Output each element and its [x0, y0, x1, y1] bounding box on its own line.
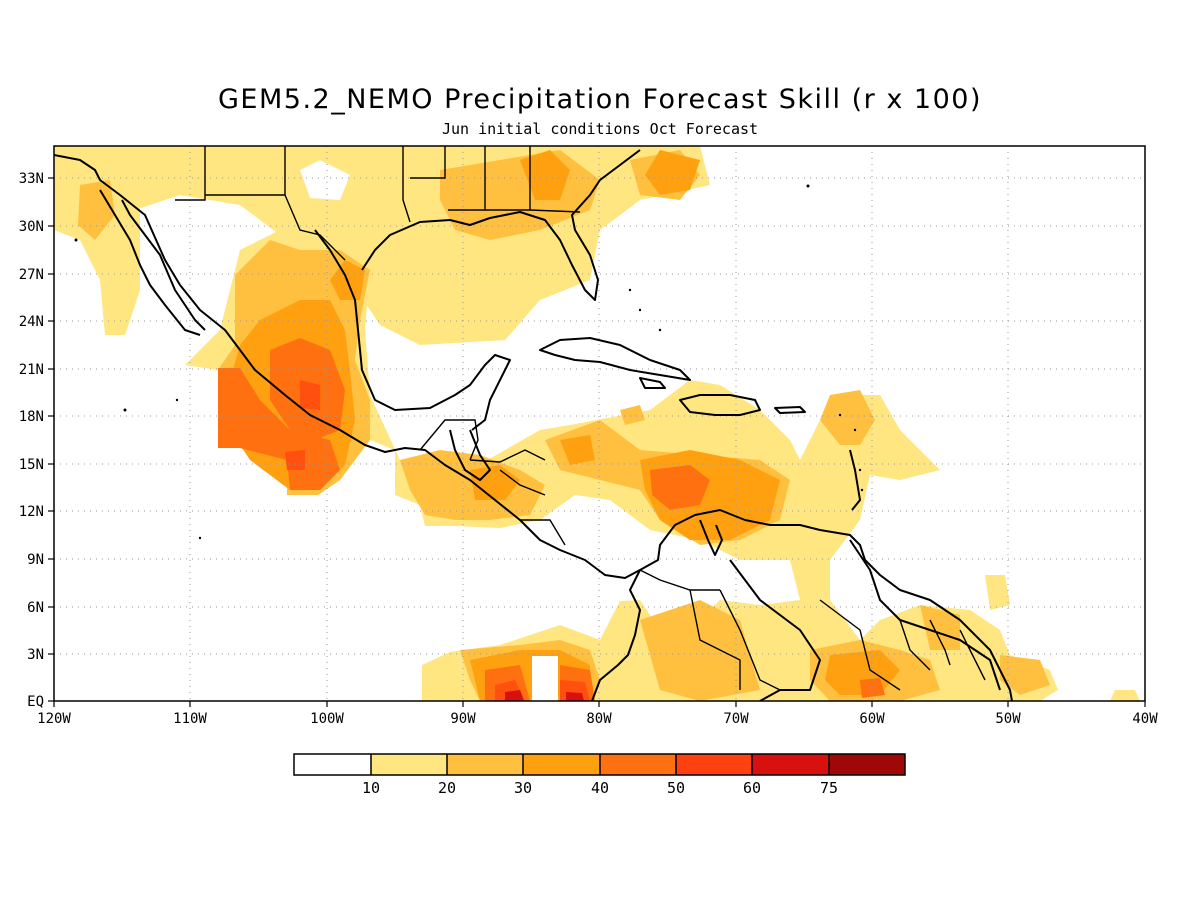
colorbar-label: 10: [362, 779, 380, 797]
colorbar-swatch-7: [829, 754, 905, 775]
y-tick-label: 24N: [19, 314, 44, 330]
colorbar-label: 50: [667, 779, 685, 797]
x-tick-label: 100W: [310, 711, 344, 727]
political-borders: [175, 146, 986, 691]
y-axis: EQ 3N 6N 9N 12N 15N 18N 21N 24N 27N 30N …: [19, 171, 54, 710]
y-tick-label: 33N: [19, 171, 44, 187]
y-tick-label: EQ: [27, 694, 44, 710]
x-tick-label: 50W: [995, 711, 1021, 727]
y-tick-label: 3N: [27, 647, 44, 663]
colorbar-swatch-6: [752, 754, 829, 775]
x-tick-label: 110W: [173, 711, 207, 727]
shading-60-75: [505, 690, 584, 701]
colorbar-swatch-1: [371, 754, 447, 775]
y-tick-label: 6N: [27, 600, 44, 616]
x-tick-label: 80W: [586, 711, 612, 727]
skill-shading: [54, 146, 1140, 701]
y-tick-label: 12N: [19, 504, 44, 520]
colorbar-swatch-4: [600, 754, 676, 775]
x-axis: 120W 110W 100W 90W 80W 70W 60W 50W 40W: [37, 701, 1158, 727]
x-tick-label: 90W: [450, 711, 476, 727]
coastlines: [54, 149, 1013, 701]
map-subtitle: Jun initial conditions Oct Forecast: [441, 120, 759, 138]
map-title: GEM5.2_NEMO Precipitation Forecast Skill…: [218, 84, 982, 115]
y-tick-label: 30N: [19, 219, 44, 235]
colorbar-label: 30: [514, 779, 532, 797]
y-tick-label: 21N: [19, 362, 44, 378]
colorbar-label: 40: [591, 779, 609, 797]
x-tick-label: 70W: [723, 711, 749, 727]
masked-gap: [532, 656, 558, 701]
coastal-islands: [74, 184, 864, 540]
colorbar: 10 20 30 40 50 60 75: [293, 753, 906, 797]
colorbar-swatch-0: [294, 754, 371, 775]
colorbar-swatch-2: [447, 754, 523, 775]
colorbar-label: 75: [820, 779, 838, 797]
y-tick-label: 9N: [27, 552, 44, 568]
y-tick-label: 18N: [19, 409, 44, 425]
x-tick-label: 40W: [1132, 711, 1158, 727]
y-tick-label: 27N: [19, 267, 44, 283]
x-tick-label: 120W: [37, 711, 71, 727]
colorbar-swatch-5: [676, 754, 752, 775]
x-tick-label: 60W: [859, 711, 885, 727]
colorbar-swatch-3: [523, 754, 600, 775]
y-tick-label: 15N: [19, 457, 44, 473]
colorbar-label: 20: [438, 779, 456, 797]
colorbar-label: 60: [743, 779, 761, 797]
